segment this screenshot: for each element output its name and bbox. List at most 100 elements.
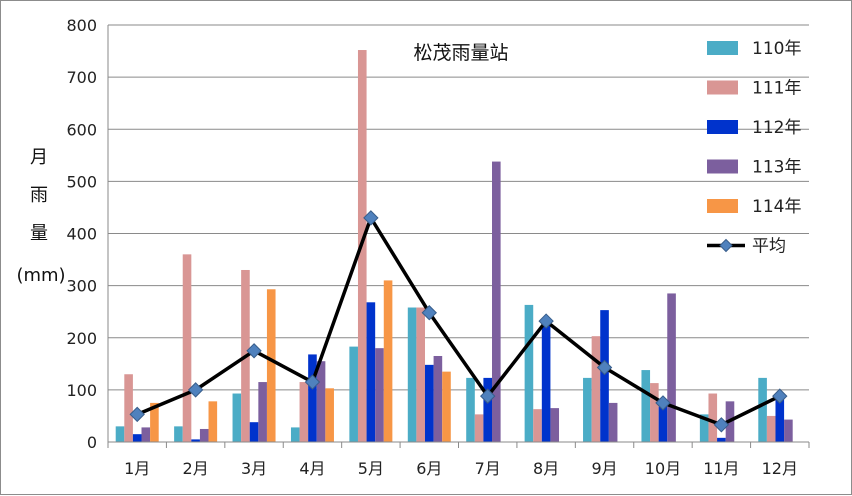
bar-113年-2月 (199, 428, 209, 442)
bar-112年-9月 (600, 310, 609, 442)
y-axis-label-char: 月 (30, 147, 48, 168)
marker-平均 (246, 343, 262, 359)
bar-114年-4月 (325, 388, 334, 442)
bar-112年-8月 (541, 323, 551, 442)
bar-111年-11月 (708, 393, 718, 442)
y-tick-label: 200 (66, 329, 97, 348)
bar-112年-5月 (366, 302, 376, 442)
bar-114年-6月 (442, 371, 451, 442)
legend-swatch-113年 (707, 159, 738, 174)
y-axis-label-char: 量 (30, 223, 48, 244)
y-tick-label: 500 (66, 172, 97, 191)
bar-111年-9月 (591, 336, 601, 442)
marker-平均 (538, 313, 554, 329)
x-tick-label: 5月 (358, 459, 384, 478)
x-tick-label: 7月 (475, 459, 501, 478)
bar-110年-2月 (174, 426, 183, 442)
legend-swatch-111年 (707, 80, 738, 95)
x-tick-label: 1月 (124, 459, 150, 478)
bar-110年-8月 (524, 304, 534, 442)
bar-114年-3月 (266, 289, 276, 442)
bar-112年-11月 (717, 437, 726, 442)
y-tick-label: 800 (66, 16, 97, 35)
bar-111年-12月 (766, 415, 776, 442)
y-axis-label: 月 雨 量 (mm) (16, 147, 65, 286)
y-tick-label: 700 (66, 68, 97, 87)
bar-113年-5月 (375, 348, 384, 442)
y-tick-label: 300 (66, 277, 97, 296)
x-tick-label: 8月 (533, 459, 559, 478)
bar-111年-7月 (474, 414, 484, 442)
x-tick-label: 6月 (416, 459, 442, 478)
bar-112年-4月 (308, 354, 317, 442)
y-tick-label: 400 (66, 225, 97, 244)
bar-110年-11月 (699, 414, 709, 442)
bar-113年-3月 (258, 382, 267, 442)
bars (115, 50, 793, 443)
marker-平均 (187, 382, 204, 398)
legend-swatch-112年 (707, 120, 738, 134)
bar-111年-6月 (416, 307, 425, 442)
bar-110年-12月 (758, 377, 767, 442)
bar-113年-10月 (667, 293, 676, 442)
bar-113年-4月 (316, 361, 326, 442)
bar-112年-7月 (483, 377, 493, 442)
x-tick-label: 10月 (645, 459, 681, 478)
bar-112年-3月 (249, 422, 259, 442)
marker-平均 (596, 359, 613, 376)
marker-平均 (713, 417, 730, 433)
bar-111年-4月 (299, 382, 309, 442)
bar-111年-2月 (182, 254, 192, 442)
bar-110年-5月 (349, 346, 358, 442)
x-tick-label: 12月 (762, 459, 798, 478)
bar-113年-9月 (608, 402, 618, 442)
marker-平均 (363, 210, 379, 226)
legend-label: 110年 (752, 39, 801, 59)
bar-113年-6月 (433, 355, 443, 442)
legend-label: 112年 (752, 118, 801, 138)
bar-114年-5月 (383, 280, 393, 442)
bar-114年-2月 (208, 401, 218, 442)
bar-113年-12月 (784, 419, 793, 442)
bar-113年-7月 (492, 161, 501, 442)
bar-114年-1月 (150, 402, 159, 442)
x-tick-label: 2月 (183, 459, 209, 478)
gridlines (108, 24, 809, 443)
marker-平均 (304, 374, 321, 390)
legend-label: 114年 (752, 197, 801, 217)
x-tick-label: 4月 (299, 459, 325, 478)
y-tick-label: 0 (87, 433, 97, 452)
legend-swatch-114年 (707, 199, 738, 213)
bar-110年-4月 (290, 427, 300, 442)
bar-113年-1月 (141, 427, 151, 442)
bar-110年-3月 (232, 393, 242, 442)
bar-111年-1月 (124, 374, 133, 442)
bar-112年-10月 (658, 406, 668, 442)
marker-平均 (772, 388, 788, 404)
y-axis-label-unit: (mm) (16, 265, 65, 286)
x-tick-label: 3月 (241, 459, 267, 478)
marker-平均 (480, 388, 496, 404)
bar-111年-10月 (650, 383, 659, 442)
marker-平均 (421, 305, 437, 321)
legend-swatch-110年 (707, 41, 738, 55)
y-tick-label: 600 (66, 120, 97, 139)
y-axis-label-char: 雨 (30, 185, 48, 206)
y-tick-label: 100 (66, 381, 97, 400)
marker-平均 (655, 395, 671, 411)
bar-110年-1月 (115, 426, 125, 442)
bar-110年-7月 (466, 377, 475, 442)
bar-110年-6月 (407, 307, 417, 442)
average-line (129, 210, 788, 433)
legend-label: 113年 (752, 158, 801, 178)
bar-112年-1月 (132, 434, 142, 442)
bar-112年-12月 (775, 397, 785, 442)
bar-112年-6月 (424, 364, 434, 442)
line-平均 (136, 216, 781, 427)
chart-title: 松茂雨量站 (413, 42, 508, 64)
bar-110年-9月 (583, 377, 592, 442)
bar-112年-2月 (191, 439, 200, 442)
